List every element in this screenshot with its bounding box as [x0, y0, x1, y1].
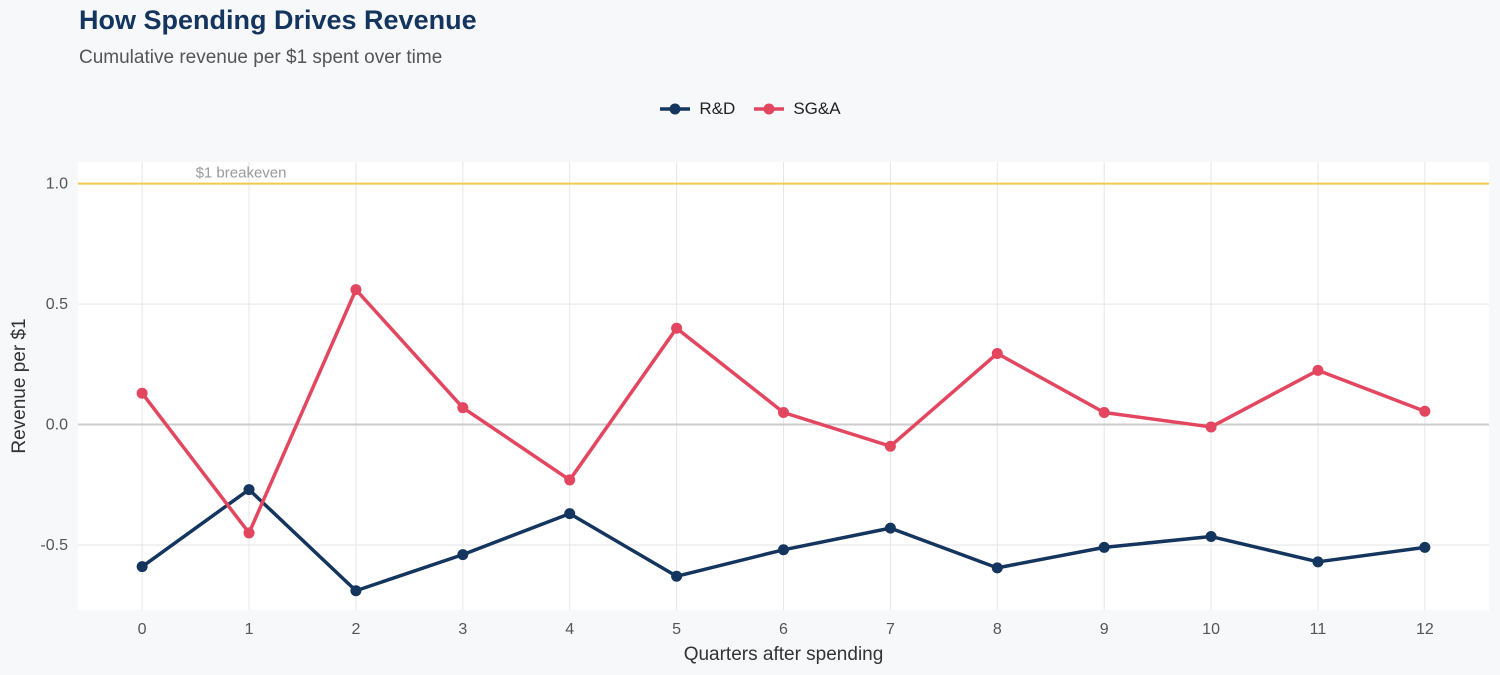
chart-title: How Spending Drives Revenue — [79, 5, 477, 35]
legend-key-sga — [754, 103, 785, 115]
data-point-rd — [350, 585, 362, 597]
x-axis-title: Quarters after spending — [684, 644, 884, 665]
data-point-sga — [350, 284, 362, 296]
data-point-rd — [1205, 531, 1217, 543]
legend-key-rd — [660, 103, 691, 115]
x-tick-label: 12 — [1416, 621, 1434, 638]
y-tick-label: 0.5 — [46, 296, 68, 313]
x-tick-label: 3 — [458, 621, 467, 638]
y-tick-label: 0.0 — [46, 417, 68, 434]
data-point-sga — [1419, 405, 1431, 417]
y-tick-label: -0.5 — [40, 537, 68, 554]
legend-label-sga: SG&A — [793, 99, 841, 118]
data-point-sga — [671, 322, 683, 334]
data-point-rd — [564, 508, 576, 520]
data-point-sga — [1312, 364, 1324, 376]
data-point-rd — [778, 544, 789, 556]
data-point-rd — [457, 549, 469, 561]
x-tick-label: 10 — [1202, 621, 1220, 638]
legend-item-rd[interactable]: R&D — [659, 98, 735, 120]
chart-subtitle: Cumulative revenue per $1 spent over tim… — [79, 47, 443, 68]
data-point-rd — [884, 522, 896, 534]
legend: R&D SG&A — [0, 98, 1500, 120]
data-point-rd — [243, 484, 255, 496]
data-point-sga — [136, 387, 148, 399]
data-point-rd — [1312, 556, 1324, 568]
data-point-rd — [1098, 541, 1110, 553]
data-point-sga — [884, 440, 896, 452]
data-point-sga — [243, 527, 255, 539]
x-tick-label: 4 — [565, 621, 574, 638]
x-tick-label: 9 — [1100, 621, 1109, 638]
x-tick-label: 11 — [1310, 621, 1327, 638]
data-point-sga — [1205, 421, 1217, 433]
y-tick-label: 1.0 — [46, 176, 68, 193]
y-axis-title: Revenue per $1 — [9, 318, 30, 453]
x-tick-label: 6 — [779, 621, 788, 638]
data-point-sga — [778, 406, 789, 418]
x-tick-label: 5 — [672, 621, 681, 638]
data-point-sga — [991, 347, 1003, 359]
data-point-rd — [1419, 541, 1431, 553]
x-tick-label: 2 — [351, 621, 360, 638]
data-point-sga — [457, 402, 469, 414]
x-tick-label: 8 — [993, 621, 1002, 638]
data-point-rd — [136, 561, 148, 573]
legend-item-sga[interactable]: SG&A — [753, 98, 841, 120]
x-tick-label: 7 — [886, 621, 895, 638]
x-tick-label: 1 — [245, 621, 254, 638]
data-point-sga — [1098, 406, 1110, 418]
data-point-rd — [991, 562, 1003, 574]
x-tick-label: 0 — [138, 621, 147, 638]
breakeven-label: $1 breakeven — [196, 165, 287, 182]
legend-label-rd: R&D — [699, 99, 736, 118]
data-point-sga — [564, 474, 576, 486]
data-point-rd — [671, 570, 683, 582]
